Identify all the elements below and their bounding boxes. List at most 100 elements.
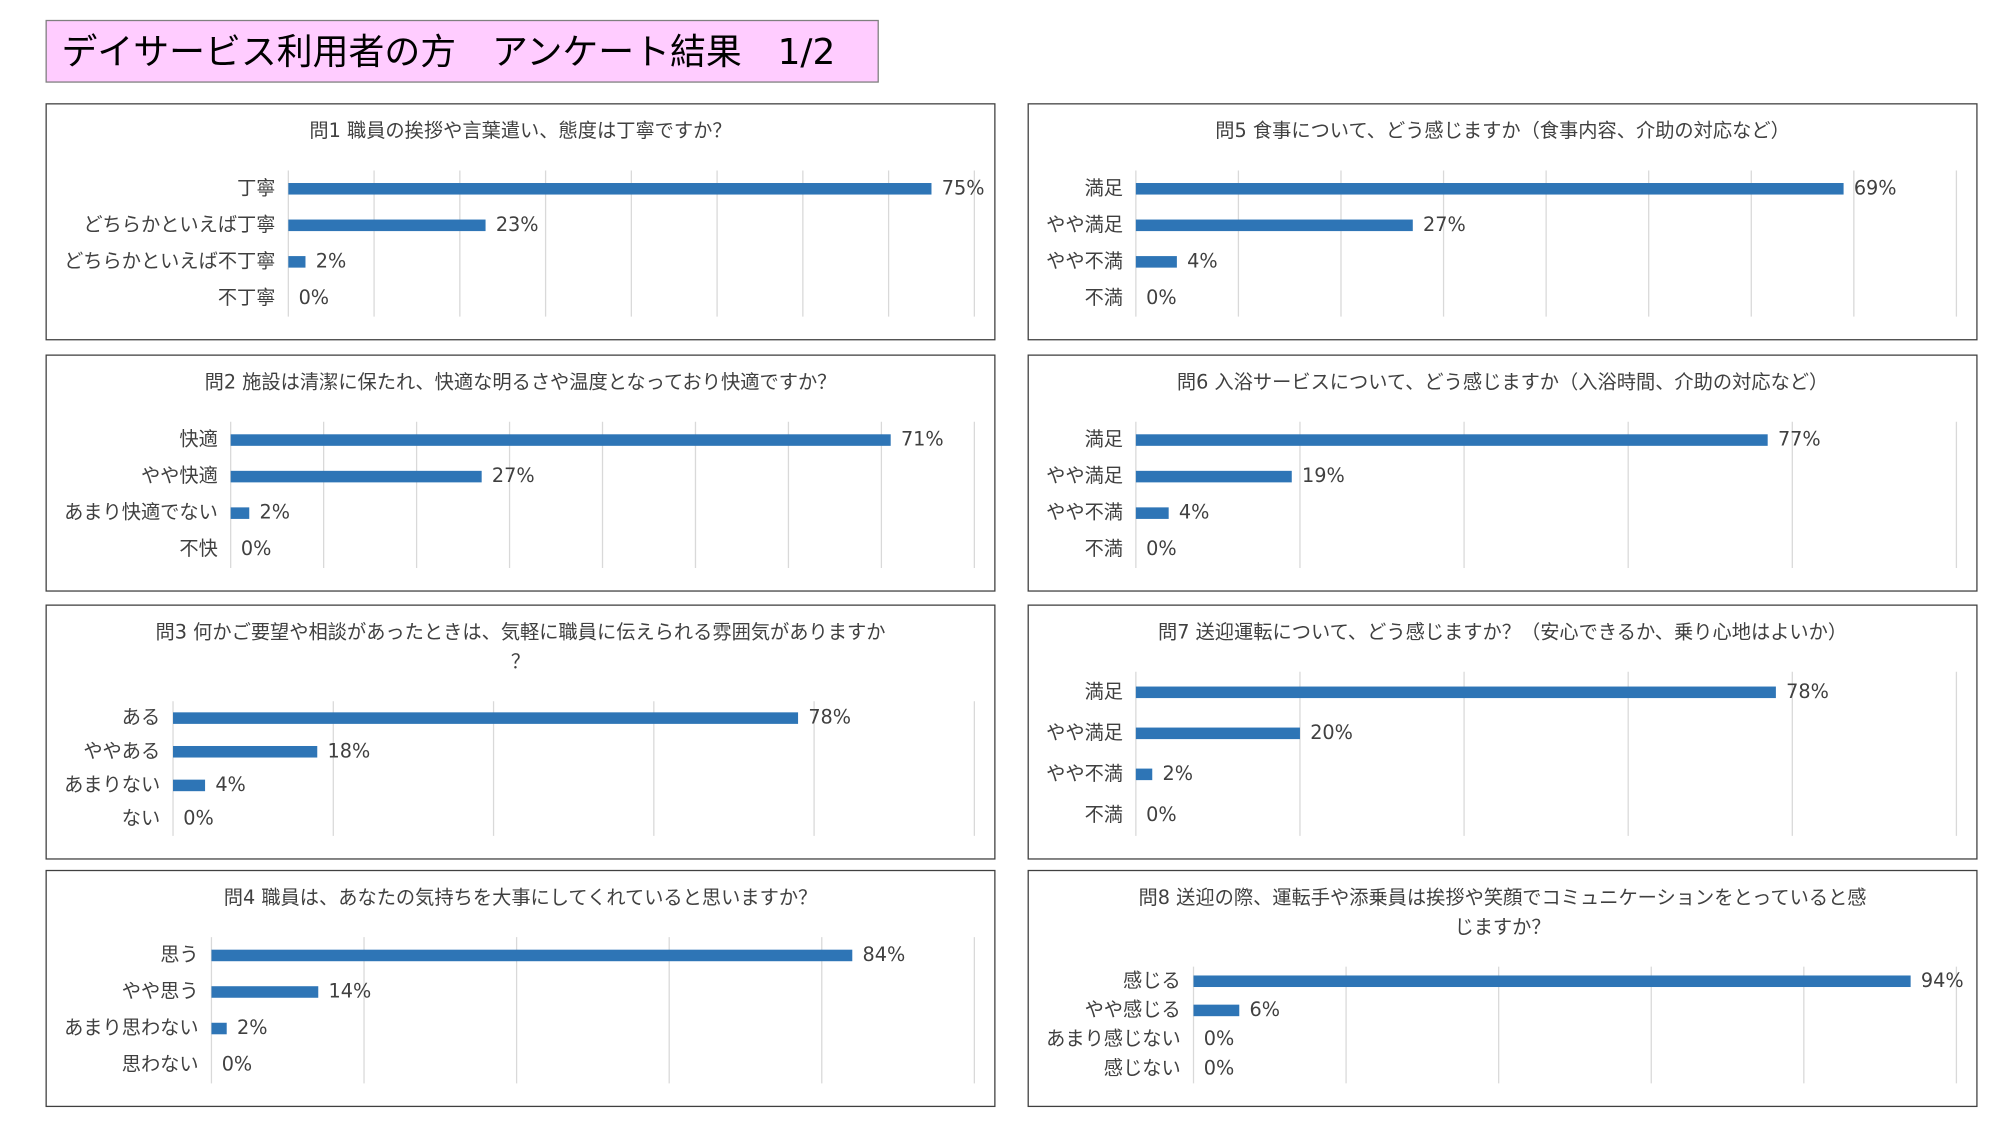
- bar: [230, 470, 482, 483]
- category-label: やや不満: [1046, 501, 1123, 524]
- value-label: 0%: [183, 807, 213, 830]
- chart-title-box: 問7 送迎運転について、どう感じますか？（安心できるか、乗り心地はよいか）: [1157, 620, 1848, 644]
- category-label: やや快適: [141, 464, 218, 487]
- value-label: 4%: [1179, 501, 1210, 524]
- value-label: 4%: [1187, 249, 1218, 272]
- bar: [1135, 434, 1768, 446]
- chart-panel: [45, 604, 996, 860]
- value-label: 78%: [808, 706, 851, 729]
- bar: [1135, 183, 1844, 195]
- category-label: ややある: [83, 739, 160, 762]
- chart-title-box: 問8 送迎の際、運転手や添乗員は挨拶や笑顔でコミュニケーションをとっていると感じ…: [1138, 885, 1867, 939]
- bar: [288, 219, 486, 232]
- bar: [1135, 507, 1169, 519]
- value-label: 0%: [299, 286, 330, 309]
- chart-title: 問7 送迎運転について、どう感じますか？（安心できるか、乗り心地はよいか）: [1157, 620, 1848, 644]
- chart-title-box: 問5 食事について、どう感じますか（食事内容、介助の対応など）: [1215, 119, 1790, 143]
- category-label: 感じない: [1104, 1056, 1181, 1079]
- category-label: あまり快適でない: [64, 501, 218, 524]
- chart-title: 問3 何かご要望や相談があったときは、気軽に職員に伝えられる雰囲気がありますか？: [155, 620, 886, 674]
- bar: [211, 986, 319, 998]
- category-label: やや満足: [1046, 464, 1123, 487]
- chart-title: 問5 食事について、どう感じますか（食事内容、介助の対応など）: [1215, 119, 1790, 143]
- value-label: 2%: [316, 249, 347, 272]
- page-title: デイサービス利用者の方 アンケート結果 1/2: [62, 32, 836, 73]
- chart-title-box: 問1 職員の挨拶や言葉遣い、態度は丁寧ですか？: [309, 119, 732, 143]
- category-label: やや満足: [1046, 213, 1123, 236]
- chart-panel: [45, 103, 996, 341]
- value-label: 2%: [260, 501, 291, 524]
- bar: [1135, 256, 1177, 268]
- chart-title-box: 問4 職員は、あなたの気持ちを大事にしてくれていると思いますか？: [223, 885, 818, 909]
- value-label: 84%: [863, 943, 906, 966]
- value-label: 2%: [237, 1016, 268, 1039]
- bar: [173, 712, 799, 724]
- bar: [288, 183, 932, 195]
- category-label: どちらかといえば丁寧: [83, 213, 275, 236]
- category-label: 快適: [179, 428, 217, 451]
- value-label: 27%: [492, 464, 535, 487]
- category-label: 不満: [1085, 537, 1123, 560]
- value-label: 14%: [329, 979, 372, 1002]
- category-label: どちらかといえば不丁寧: [64, 249, 275, 272]
- bar: [1135, 686, 1776, 699]
- category-label: 不丁寧: [218, 286, 276, 309]
- bar: [1193, 1004, 1240, 1017]
- chart-title: 問8 送迎の際、運転手や添乗員は挨拶や笑顔でコミュニケーションをとっていると感じ…: [1138, 885, 1867, 939]
- value-label: 77%: [1778, 428, 1821, 451]
- category-label: 感じる: [1123, 969, 1181, 992]
- category-label: 満足: [1085, 176, 1123, 199]
- category-label: やや不満: [1046, 249, 1123, 272]
- category-label: 不満: [1085, 286, 1123, 309]
- bar: [1135, 768, 1153, 781]
- chart-panel: [45, 869, 996, 1108]
- bar: [230, 434, 891, 446]
- value-label: 20%: [1310, 721, 1353, 744]
- category-label: やや不満: [1046, 762, 1123, 785]
- value-label: 78%: [1786, 680, 1829, 703]
- category-label: 思わない: [122, 1053, 199, 1076]
- value-label: 0%: [1146, 803, 1176, 826]
- category-label: ある: [122, 706, 160, 729]
- value-label: 71%: [901, 428, 944, 451]
- value-label: 0%: [1204, 1056, 1234, 1079]
- bar: [211, 949, 853, 962]
- value-label: 94%: [1921, 969, 1964, 992]
- category-label: あまりない: [64, 773, 160, 796]
- category-label: 不快: [179, 537, 217, 560]
- category-label: 丁寧: [237, 176, 275, 199]
- bar: [1135, 470, 1292, 483]
- value-label: 0%: [1146, 286, 1176, 309]
- category-label: 満足: [1085, 680, 1123, 703]
- chart-title-box: 問3 何かご要望や相談があったときは、気軽に職員に伝えられる雰囲気がありますか？: [155, 620, 886, 674]
- bar: [173, 745, 318, 758]
- chart-title-box: 問2 施設は清潔に保たれ、快適な明るさや温度となっており快適ですか？: [204, 370, 837, 394]
- chart-title: 問1 職員の挨拶や言葉遣い、態度は丁寧ですか？: [309, 119, 732, 143]
- value-label: 75%: [942, 176, 985, 199]
- value-label: 27%: [1423, 213, 1466, 236]
- category-label: 思う: [160, 943, 198, 966]
- bar: [211, 1022, 227, 1035]
- category-label: やや思う: [122, 979, 199, 1002]
- value-label: 19%: [1302, 464, 1345, 487]
- value-label: 18%: [328, 739, 371, 762]
- bar: [1135, 727, 1300, 740]
- value-label: 2%: [1163, 762, 1194, 785]
- value-label: 0%: [222, 1053, 252, 1076]
- chart-title: 問6 入浴サービスについて、どう感じますか（入浴時間、介助の対応など）: [1176, 370, 1829, 394]
- category-label: あまり感じない: [1046, 1027, 1181, 1050]
- chart-title: 問4 職員は、あなたの気持ちを大事にしてくれていると思いますか？: [223, 885, 818, 909]
- category-label: ない: [122, 807, 160, 830]
- chart-title-box: 問6 入浴サービスについて、どう感じますか（入浴時間、介助の対応など）: [1176, 370, 1829, 394]
- chart-panel: [1027, 869, 1978, 1108]
- bar: [173, 779, 206, 792]
- chart-title: 問2 施設は清潔に保たれ、快適な明るさや温度となっており快適ですか？: [204, 370, 837, 394]
- category-label: 不満: [1085, 803, 1123, 826]
- bar: [1193, 975, 1911, 988]
- category-label: あまり思わない: [64, 1016, 199, 1039]
- category-label: やや満足: [1046, 721, 1123, 744]
- value-label: 69%: [1854, 176, 1897, 199]
- chart-panel: [45, 354, 996, 592]
- value-label: 0%: [1204, 1027, 1234, 1050]
